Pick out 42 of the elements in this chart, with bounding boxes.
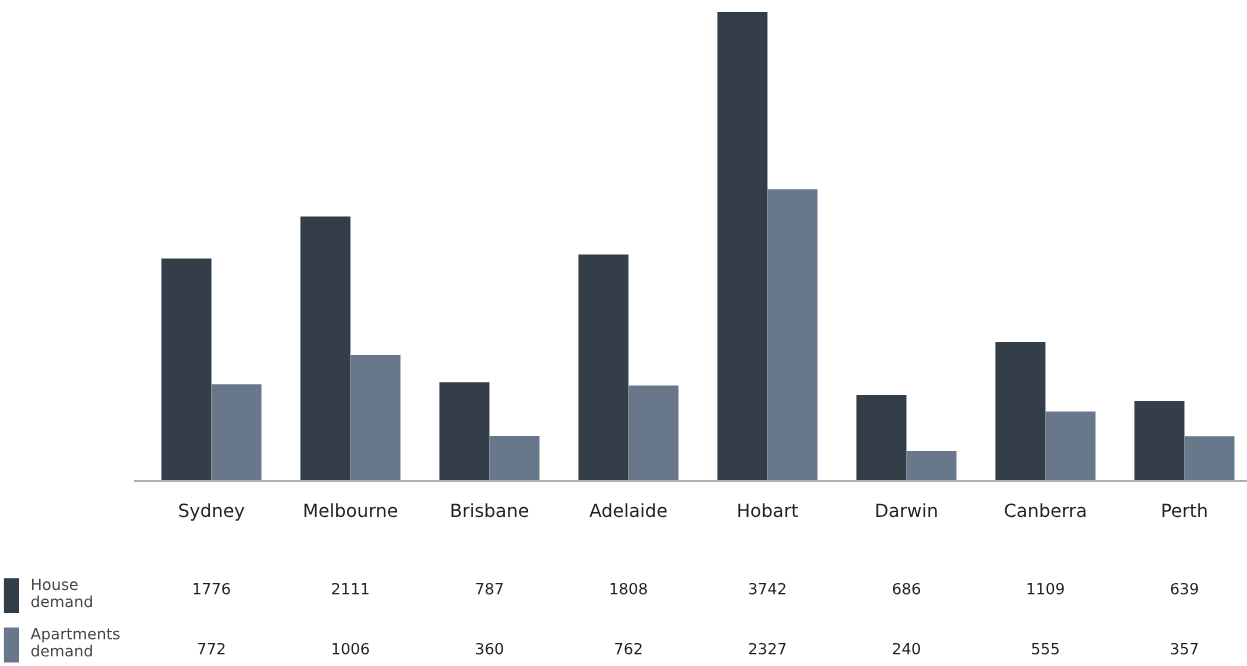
data-label: 2111: [332, 582, 369, 595]
data-label: 787: [476, 582, 503, 595]
x-tick-label: Brisbane: [451, 503, 529, 518]
data-label: 360: [476, 642, 504, 655]
bar: [350, 354, 401, 481]
x-tick-label: Canberra: [1004, 503, 1086, 518]
data-label: 762: [615, 642, 642, 655]
data-label: 357: [1171, 642, 1198, 655]
data-label: 1808: [610, 582, 647, 595]
bar: [1184, 436, 1235, 481]
bar: [161, 258, 212, 481]
bar: [767, 189, 818, 481]
x-tick-label: Darwin: [876, 503, 937, 518]
bar: [717, 12, 768, 481]
data-label: 2327: [749, 642, 786, 655]
bar: [628, 385, 679, 481]
legend-label: House demand: [31, 578, 92, 608]
data-label: 1776: [193, 582, 230, 595]
legend-label: Apartments demand: [30, 628, 120, 657]
bar: [856, 395, 907, 481]
data-label: 240: [892, 642, 921, 655]
x-tick-label: Melbourne: [304, 503, 398, 518]
data-label: 1006: [332, 642, 369, 655]
bar: [489, 435, 540, 481]
x-tick-label: Hobart: [738, 503, 798, 518]
data-label: 686: [892, 582, 921, 595]
bar: [906, 450, 957, 481]
data-label: 555: [1032, 643, 1059, 655]
data-label: 639: [1170, 582, 1198, 595]
bar: [1045, 411, 1096, 481]
data-label: 1109: [1027, 582, 1064, 595]
bar: [211, 384, 262, 481]
x-tick-label: Adelaide: [589, 503, 667, 518]
bar: [578, 254, 629, 481]
bar: [439, 382, 490, 481]
x-tick-label: Perth: [1162, 503, 1207, 518]
data-label: 3742: [749, 582, 786, 595]
bar: [300, 216, 351, 481]
data-label: 772: [198, 642, 225, 655]
x-tick-label: Sydney: [179, 503, 245, 521]
bar: [1134, 400, 1185, 481]
bar: [995, 342, 1046, 481]
